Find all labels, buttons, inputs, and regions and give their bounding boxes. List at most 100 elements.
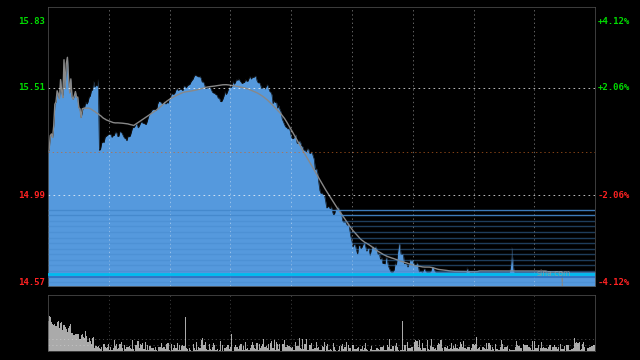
Bar <box>419 340 420 351</box>
Bar <box>109 350 110 351</box>
Bar <box>571 349 572 351</box>
Bar <box>53 325 54 351</box>
Bar <box>239 346 241 351</box>
Bar <box>62 330 63 351</box>
Bar <box>561 349 563 351</box>
Bar <box>500 347 501 351</box>
Bar <box>346 342 347 351</box>
Bar <box>422 343 423 351</box>
Bar <box>182 345 184 351</box>
Bar <box>437 345 438 351</box>
Bar <box>334 347 335 351</box>
Bar <box>492 347 493 351</box>
Bar <box>90 341 91 351</box>
Bar <box>373 350 374 351</box>
Bar <box>68 328 69 351</box>
Bar <box>243 346 244 351</box>
Bar <box>189 347 190 351</box>
Bar <box>244 350 245 351</box>
Bar <box>337 350 339 351</box>
Bar <box>342 345 343 351</box>
Bar <box>127 347 129 351</box>
Text: -4.12%: -4.12% <box>598 278 630 287</box>
Bar <box>407 342 408 351</box>
Bar <box>168 350 170 351</box>
Bar <box>308 350 309 351</box>
Bar <box>269 350 270 351</box>
Bar <box>150 346 152 351</box>
Bar <box>268 343 269 351</box>
Bar <box>529 348 531 351</box>
Bar <box>324 342 325 351</box>
Bar <box>187 349 188 351</box>
Bar <box>303 349 305 351</box>
Bar <box>51 322 52 351</box>
Bar <box>452 349 453 351</box>
Bar <box>497 350 499 351</box>
Bar <box>583 342 584 351</box>
Bar <box>229 349 230 351</box>
Bar <box>267 348 268 351</box>
Bar <box>69 326 70 351</box>
Bar <box>253 345 254 351</box>
Bar <box>283 344 284 351</box>
Bar <box>330 350 331 351</box>
Bar <box>554 345 555 351</box>
Bar <box>460 342 461 351</box>
Bar <box>319 350 321 351</box>
Bar <box>292 347 293 351</box>
Bar <box>299 338 300 351</box>
Bar <box>179 345 180 351</box>
Bar <box>140 345 141 351</box>
Bar <box>47 321 49 351</box>
Bar <box>77 333 78 351</box>
Bar <box>300 347 301 351</box>
Bar <box>357 348 358 351</box>
Bar <box>405 345 406 351</box>
Bar <box>162 348 163 351</box>
Bar <box>453 346 454 351</box>
Bar <box>309 345 310 351</box>
Bar <box>209 344 210 351</box>
Bar <box>98 346 99 351</box>
Bar <box>115 346 116 351</box>
Bar <box>83 337 84 351</box>
Bar <box>493 349 494 351</box>
Text: 14.99: 14.99 <box>19 191 45 200</box>
Bar <box>380 347 381 351</box>
Bar <box>190 350 191 351</box>
Bar <box>471 348 472 351</box>
Bar <box>429 350 430 351</box>
Bar <box>213 343 214 351</box>
Bar <box>465 349 467 351</box>
Bar <box>49 316 50 351</box>
Bar <box>184 317 186 351</box>
Text: 14.57: 14.57 <box>19 278 45 287</box>
Bar <box>575 343 577 351</box>
Bar <box>120 342 122 351</box>
Bar <box>314 348 315 351</box>
Bar <box>193 344 194 351</box>
Bar <box>495 344 497 351</box>
Bar <box>101 347 102 351</box>
Bar <box>113 348 114 351</box>
Bar <box>79 339 81 351</box>
Bar <box>302 339 303 351</box>
Bar <box>289 346 290 351</box>
Bar <box>262 344 263 351</box>
Bar <box>518 346 519 351</box>
Bar <box>205 342 206 351</box>
Bar <box>401 321 403 351</box>
Text: -2.06%: -2.06% <box>598 191 630 200</box>
Bar <box>139 348 140 351</box>
Bar <box>476 337 477 351</box>
Bar <box>118 348 120 351</box>
Bar <box>257 343 258 351</box>
Bar <box>315 348 316 351</box>
Bar <box>355 349 356 351</box>
Bar <box>350 348 351 351</box>
Bar <box>216 349 218 351</box>
Bar <box>327 344 328 351</box>
Bar <box>469 347 470 351</box>
Bar <box>511 350 513 351</box>
